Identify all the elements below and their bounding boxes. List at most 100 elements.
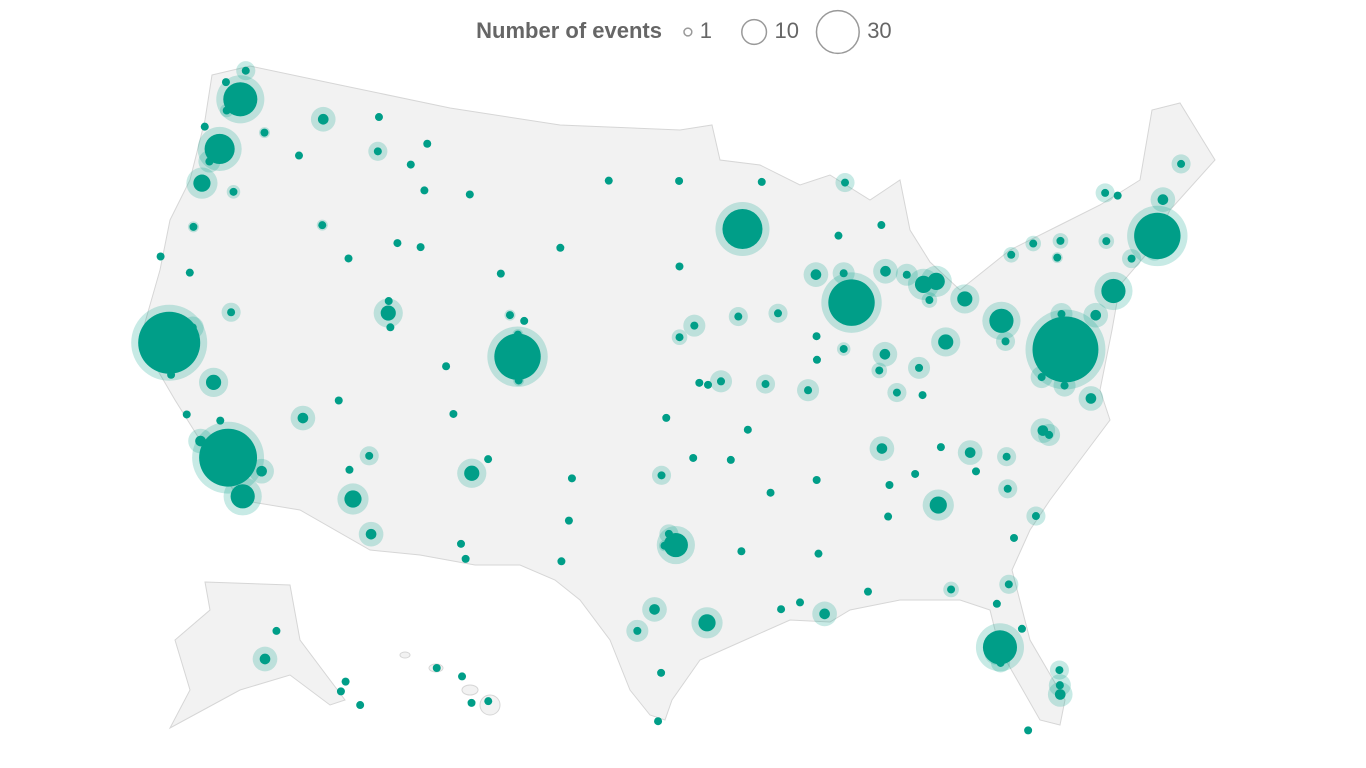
legend-label: 10 xyxy=(774,18,798,43)
bubble xyxy=(804,386,813,395)
bubble xyxy=(1009,533,1018,542)
bubble xyxy=(216,416,225,425)
legend: 1 10 30 xyxy=(683,9,892,55)
bubble xyxy=(662,413,671,422)
bubble xyxy=(221,78,230,87)
bubble xyxy=(1037,373,1046,382)
bubble xyxy=(812,332,821,341)
bubble xyxy=(657,668,666,677)
bubble xyxy=(989,308,1014,333)
bubble xyxy=(925,296,934,305)
bubble xyxy=(938,334,954,350)
bubble xyxy=(138,311,201,374)
bubble xyxy=(992,599,1001,608)
bubble xyxy=(458,672,467,681)
bubble xyxy=(505,311,514,320)
bubble xyxy=(604,176,613,185)
bubble xyxy=(663,532,688,558)
bubble xyxy=(229,187,238,196)
bubble xyxy=(484,697,493,706)
bubble xyxy=(675,262,684,271)
bubble xyxy=(716,377,726,386)
bubble xyxy=(193,174,211,192)
bubble xyxy=(423,139,432,148)
bubble xyxy=(344,254,353,263)
bubble xyxy=(1113,191,1122,200)
bubble xyxy=(1055,666,1064,675)
bubble xyxy=(757,177,766,186)
bubble xyxy=(877,221,886,230)
alaska xyxy=(168,581,346,730)
bubble xyxy=(734,312,743,321)
bubble xyxy=(814,549,823,558)
bubble xyxy=(761,380,770,389)
bubble xyxy=(230,484,255,509)
bubble xyxy=(185,268,194,277)
bubble xyxy=(657,471,666,480)
bubble xyxy=(1055,681,1064,690)
bubble xyxy=(513,330,522,339)
bubble xyxy=(272,626,281,635)
bubble xyxy=(514,376,523,385)
bubble xyxy=(704,380,713,389)
bubble xyxy=(664,529,673,538)
bubble xyxy=(1157,194,1169,205)
bubbles xyxy=(131,61,1191,735)
bubble xyxy=(819,608,830,620)
bubble xyxy=(259,653,271,665)
bubble xyxy=(810,269,822,280)
bubble xyxy=(294,151,303,160)
bubble xyxy=(336,687,345,696)
legend-swatch xyxy=(741,18,768,46)
bubble xyxy=(256,465,267,477)
bubble xyxy=(1001,337,1010,346)
bubble xyxy=(879,348,891,360)
bubble xyxy=(1003,484,1012,493)
bubble xyxy=(892,388,901,397)
bubble xyxy=(200,122,209,131)
bubble xyxy=(465,190,474,199)
bubble xyxy=(345,465,354,474)
bubble xyxy=(1090,309,1102,321)
bubble xyxy=(374,113,383,122)
bubble xyxy=(373,147,382,156)
bubble xyxy=(695,378,704,387)
bubble xyxy=(863,587,872,596)
bubble xyxy=(964,447,976,458)
bubble xyxy=(204,133,235,165)
bubble xyxy=(991,647,1002,658)
bubble xyxy=(567,474,576,483)
bubble xyxy=(875,366,884,375)
bubble xyxy=(556,243,565,252)
bubble xyxy=(675,333,684,342)
bubble xyxy=(365,528,377,540)
bubble xyxy=(737,547,746,556)
bubble xyxy=(195,435,206,447)
bubble xyxy=(467,698,476,707)
bubble xyxy=(633,626,642,635)
bubble xyxy=(722,208,763,250)
bubble xyxy=(356,701,365,710)
bubble xyxy=(726,455,735,464)
bubble xyxy=(199,428,258,487)
bubble xyxy=(297,412,309,424)
bubble xyxy=(839,269,848,278)
bubble xyxy=(188,323,197,332)
legend-label: 1 xyxy=(700,18,712,43)
bubble xyxy=(911,469,920,478)
bubble xyxy=(698,614,716,632)
bubble xyxy=(496,269,505,278)
bubble xyxy=(156,252,165,261)
lower-48 xyxy=(139,65,1216,726)
bubble xyxy=(1056,236,1065,245)
bubble xyxy=(1029,239,1038,248)
bubble xyxy=(386,323,395,332)
bubble xyxy=(884,512,893,521)
bubble xyxy=(167,370,176,379)
bubble xyxy=(743,425,752,434)
bubble xyxy=(222,106,231,115)
bubble xyxy=(189,222,198,231)
bubble xyxy=(1053,253,1062,262)
legend-label: 30 xyxy=(867,18,891,43)
